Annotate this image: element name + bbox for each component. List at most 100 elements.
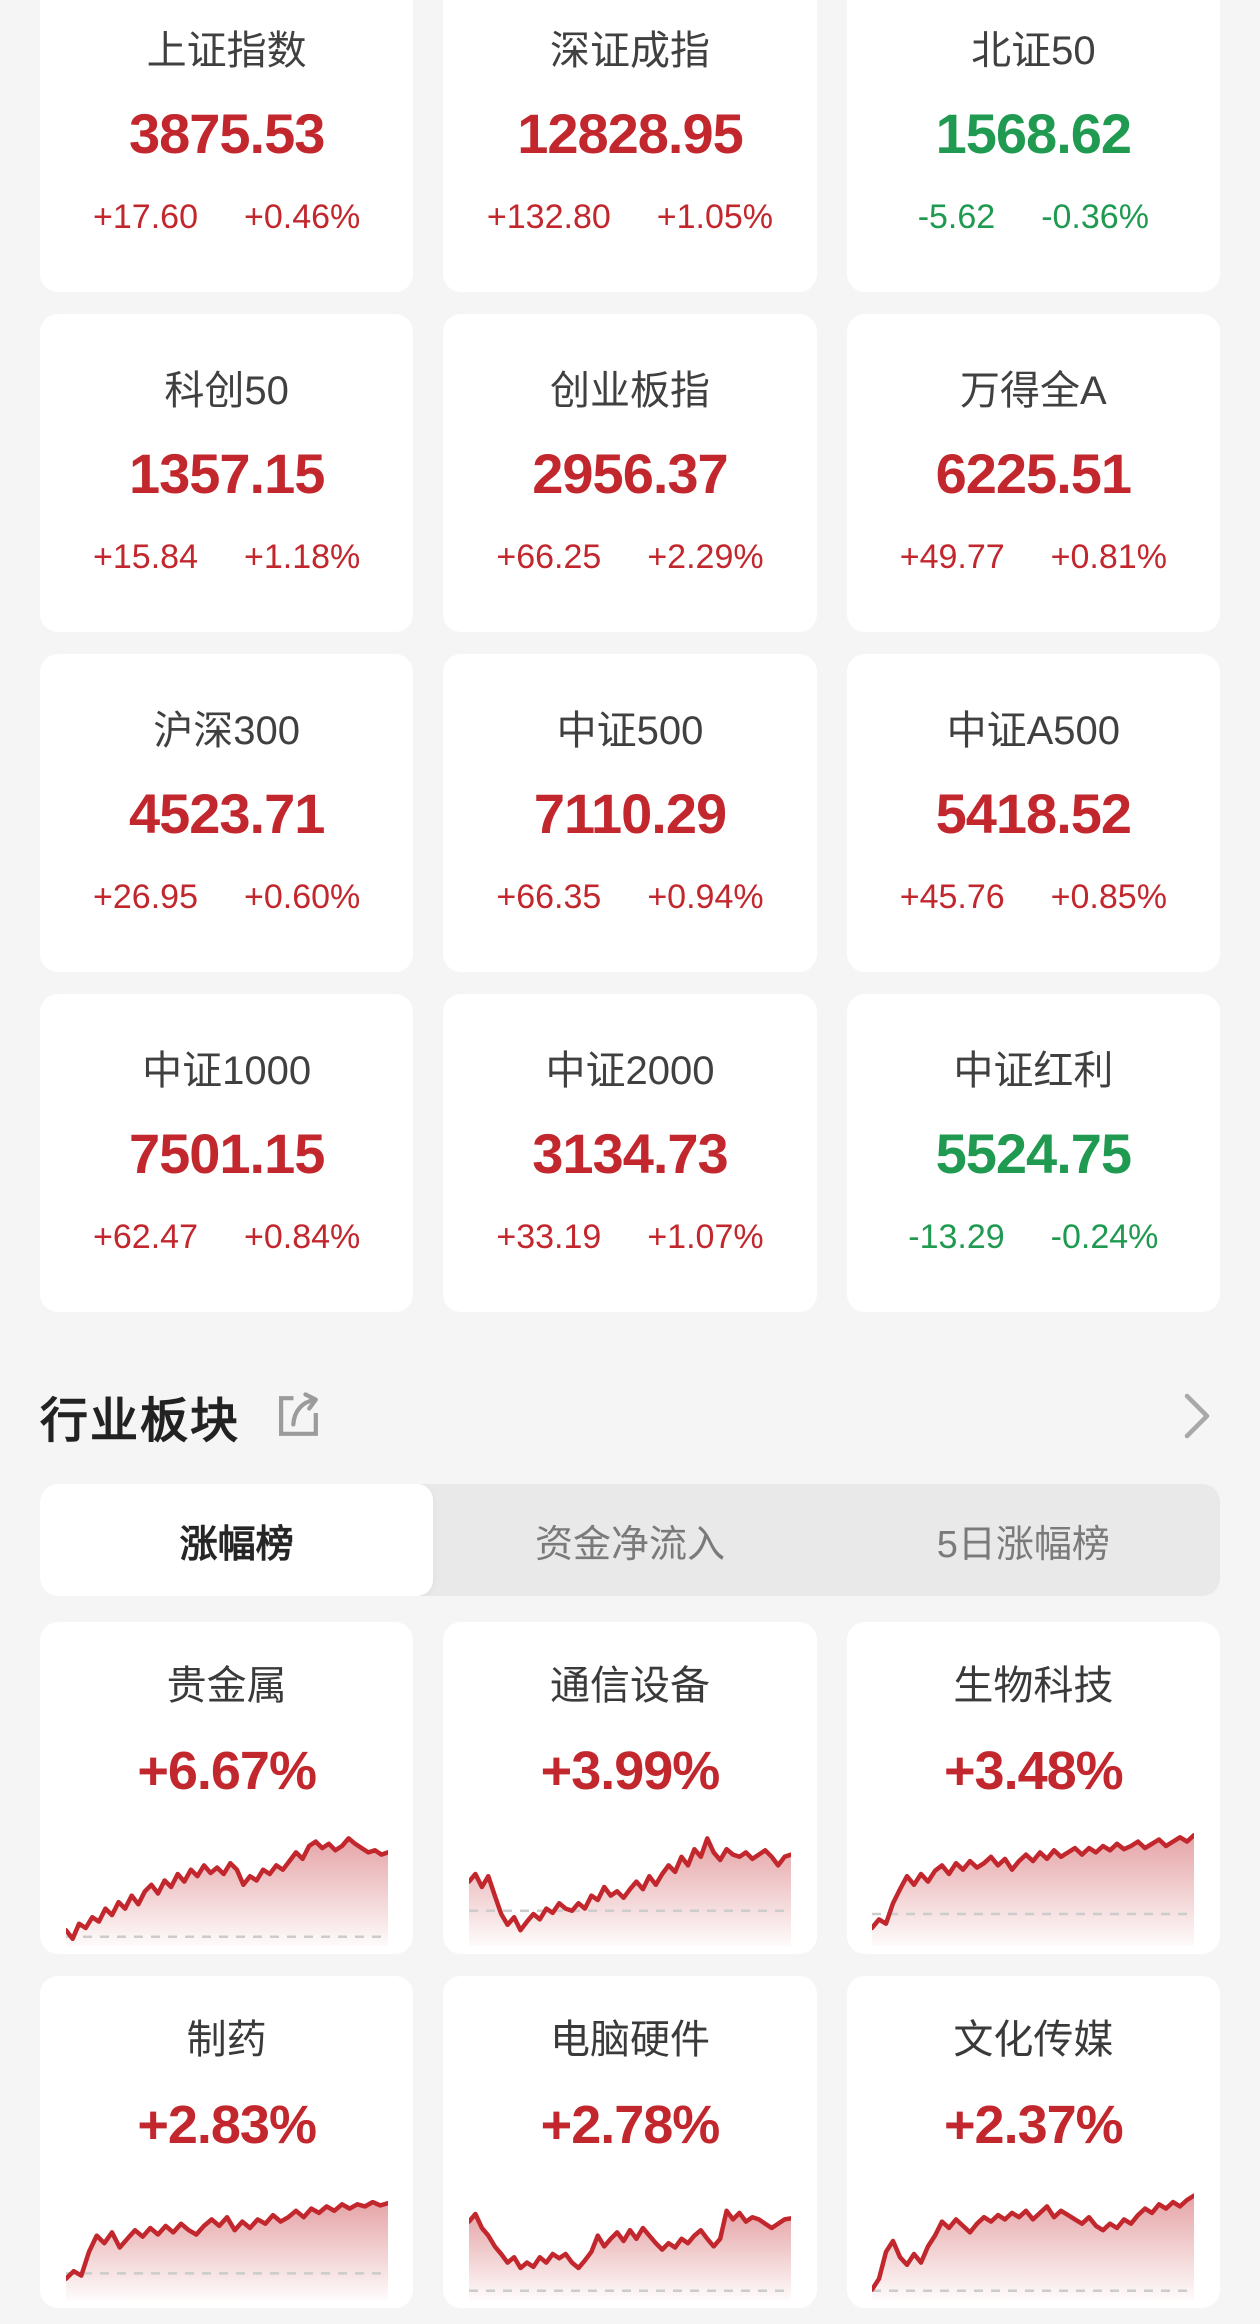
index-change-pct: +0.85% [1050, 878, 1167, 916]
index-value: 2956.37 [532, 442, 728, 505]
index-change: +15.84 [93, 538, 198, 576]
chevron-right-icon[interactable] [1180, 1390, 1214, 1442]
index-change-pct: +0.84% [244, 1218, 361, 1256]
sector-tabs: 涨幅榜 资金净流入 5日涨幅榜 [40, 1484, 1220, 1596]
index-change: -13.29 [908, 1218, 1005, 1256]
index-change-row: +49.77 +0.81% [900, 538, 1167, 577]
index-name: 沪深300 [153, 709, 301, 753]
index-change-pct: -0.36% [1041, 198, 1149, 236]
index-value: 7501.15 [128, 1122, 325, 1185]
index-change: +132.80 [486, 198, 611, 236]
index-card[interactable]: 万得全A 6225.51 +49.77 +0.81% [846, 314, 1220, 632]
index-change-row: -13.29 -0.24% [908, 1218, 1158, 1257]
sector-name: 通信设备 [549, 1664, 710, 1708]
index-change-pct: +0.60% [244, 878, 361, 916]
index-change: +49.77 [899, 538, 1005, 576]
index-change-row: +62.47 +0.84% [93, 1218, 360, 1257]
index-change-row: +66.25 +2.29% [496, 538, 763, 577]
index-name: 科创50 [164, 369, 289, 413]
index-name: 万得全A [959, 369, 1107, 413]
index-name: 中证2000 [545, 1049, 715, 1093]
index-card[interactable]: 沪深300 4523.71 +26.95 +0.60% [40, 654, 414, 972]
sector-change-pct: +3.48% [944, 1741, 1124, 1801]
index-value: 3134.73 [532, 1122, 728, 1185]
sector-name: 电脑硬件 [549, 2018, 710, 2062]
sector-card[interactable]: 贵金属 +6.67% [40, 1622, 414, 1954]
index-change-pct: +0.46% [244, 198, 361, 236]
index-grid: 上证指数 3875.53 +17.60 +0.46% 深证成指 12828.95… [40, 0, 1220, 1312]
index-card[interactable]: 中证2000 3134.73 +33.19 +1.07% [443, 994, 817, 1312]
sector-name: 文化传媒 [953, 2018, 1114, 2062]
tab-gainers[interactable]: 涨幅榜 [40, 1484, 434, 1596]
index-change-row: +132.80 +1.05% [487, 198, 773, 237]
index-change-pct: +1.07% [647, 1218, 764, 1256]
index-card[interactable]: 科创50 1357.15 +15.84 +1.18% [40, 314, 414, 632]
index-value: 1357.15 [128, 442, 325, 505]
index-value: 4523.71 [128, 782, 325, 845]
index-name: 中证500 [556, 709, 704, 753]
index-change-row: -5.62 -0.36% [918, 198, 1149, 237]
index-name: 中证A500 [946, 709, 1121, 753]
index-change-pct: +0.81% [1050, 538, 1167, 576]
index-name: 创业板指 [549, 369, 710, 413]
index-change-pct: +1.05% [656, 198, 774, 236]
sector-sparkline-chart [65, 2199, 388, 2300]
sector-sparkline-chart [65, 1836, 388, 1946]
index-value: 1568.62 [935, 102, 1132, 165]
index-change: +62.47 [93, 1218, 198, 1256]
sector-change-pct: +6.67% [137, 1741, 317, 1801]
sector-section-header: 行业板块 [40, 1368, 1220, 1464]
tab-5day-gainers[interactable]: 5日涨幅榜 [936, 1523, 1110, 1566]
sector-change-pct: +2.37% [944, 2095, 1124, 2155]
index-card[interactable]: 中证A500 5418.52 +45.76 +0.85% [846, 654, 1220, 972]
index-card[interactable]: 中证红利 5524.75 -13.29 -0.24% [846, 994, 1220, 1312]
index-change-row: +26.95 +0.60% [93, 878, 360, 917]
tab-net-inflow[interactable]: 资金净流入 [534, 1523, 725, 1566]
index-change-row: +45.76 +0.85% [900, 878, 1167, 917]
index-change: +45.76 [899, 878, 1005, 916]
index-value: 3875.53 [128, 102, 325, 165]
index-card[interactable]: 创业板指 2956.37 +66.25 +2.29% [443, 314, 817, 632]
index-change-row: +15.84 +1.18% [93, 538, 360, 577]
sector-sparkline-chart [468, 1836, 791, 1946]
sector-grid: 贵金属 +6.67% 通信设备 +3.99% 生物科技 +3.48% 制药 +2… [40, 1622, 1220, 2308]
sector-card[interactable]: 制药 +2.83% [40, 1976, 414, 2308]
index-change-row: +33.19 +1.07% [496, 1218, 763, 1257]
index-card[interactable]: 中证500 7110.29 +66.35 +0.94% [443, 654, 817, 972]
sector-name: 制药 [186, 2018, 267, 2062]
index-change-row: +66.35 +0.94% [496, 878, 763, 917]
index-name: 上证指数 [146, 29, 307, 73]
sector-name: 贵金属 [166, 1664, 287, 1708]
share-icon[interactable] [268, 1386, 328, 1446]
sector-sparkline-chart [468, 2208, 791, 2300]
index-value: 5524.75 [935, 1122, 1132, 1185]
sector-card[interactable]: 生物科技 +3.48% [846, 1622, 1220, 1954]
index-change: +17.60 [93, 198, 198, 236]
index-name: 中证1000 [142, 1049, 312, 1093]
index-card[interactable]: 北证50 1568.62 -5.62 -0.36% [846, 0, 1220, 292]
sector-card[interactable]: 通信设备 +3.99% [443, 1622, 817, 1954]
index-value: 5418.52 [935, 782, 1132, 845]
index-name: 北证50 [971, 29, 1096, 73]
index-change-pct: -0.24% [1050, 1218, 1159, 1256]
index-change: +33.19 [496, 1218, 602, 1256]
index-change: +66.35 [496, 878, 602, 916]
index-card[interactable]: 上证指数 3875.53 +17.60 +0.46% [40, 0, 414, 292]
index-change-pct: +0.94% [647, 878, 764, 916]
sector-change-pct: +2.83% [137, 2095, 317, 2155]
index-change: +66.25 [496, 538, 602, 576]
sector-card[interactable]: 文化传媒 +2.37% [846, 1976, 1220, 2308]
index-change: +26.95 [93, 878, 198, 916]
index-name: 深证成指 [549, 29, 710, 73]
sector-change-pct: +3.99% [540, 1741, 721, 1801]
index-card[interactable]: 中证1000 7501.15 +62.47 +0.84% [40, 994, 414, 1312]
index-name: 中证红利 [953, 1049, 1114, 1093]
index-change-pct: +2.29% [647, 538, 764, 576]
index-card[interactable]: 深证成指 12828.95 +132.80 +1.05% [443, 0, 817, 292]
index-change-row: +17.60 +0.46% [93, 198, 360, 237]
index-value: 6225.51 [935, 442, 1132, 505]
index-value: 12828.95 [517, 102, 744, 165]
sector-change-pct: +2.78% [540, 2095, 721, 2155]
sector-card[interactable]: 电脑硬件 +2.78% [443, 1976, 817, 2308]
